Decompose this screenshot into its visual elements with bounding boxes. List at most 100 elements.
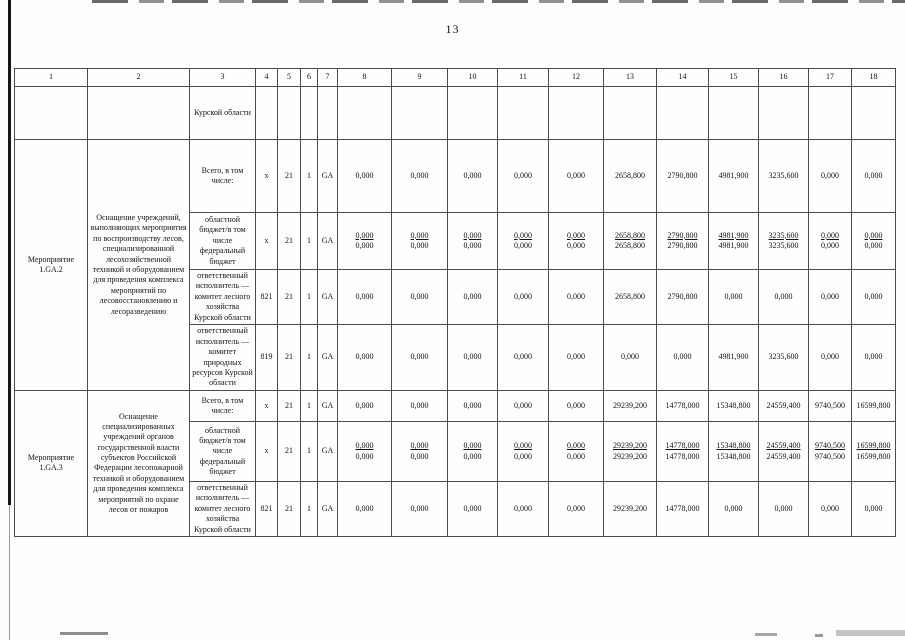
value-top: 9740,500 [815, 441, 845, 451]
measure-id: Мероприятие 1.GA.3 [14, 390, 88, 537]
value-cell-empty [708, 86, 759, 140]
code-cell: 821 [255, 269, 278, 325]
table-row: ответственный исполнитель — комитет лесн… [15, 269, 896, 325]
value-bottom: 9740,500 [815, 451, 845, 461]
flag-cell: 1 [300, 421, 318, 482]
year-cell: 21 [277, 324, 301, 391]
value-top: 0,000 [410, 230, 429, 240]
value-cell-double: 2790,800 2790,800 [656, 212, 709, 270]
value-cell-double: 0,000 0,000 [391, 421, 448, 482]
value-bottom: 0,000 [410, 451, 429, 461]
column-header: 6 [300, 68, 318, 87]
type-cell: GA [317, 481, 338, 537]
value-cell-double: 0,000 0,000 [447, 421, 498, 482]
year-cell: 21 [277, 390, 301, 422]
value-bottom: 16599,800 [856, 451, 891, 461]
table-row: Мероприятие 1.GA.3 Оснащение специализиро… [14, 390, 896, 537]
value-cell: 0,000 [337, 139, 392, 213]
value-cell-double: 16599,800 16599,800 [851, 421, 896, 482]
code-cell: x [255, 390, 278, 422]
value-bottom: 4981,900 [718, 241, 749, 250]
type-cell: GA [317, 421, 338, 482]
value-top: 15348,800 [716, 441, 751, 451]
value-cell-double: 14778,000 14778,000 [656, 421, 709, 482]
code-cell-empty [317, 86, 338, 140]
value-top: 0,000 [355, 230, 374, 240]
value-top: 0,000 [463, 230, 482, 240]
value-bottom: 0,000 [821, 241, 839, 250]
value-cell: 14778,000 [656, 481, 709, 537]
value-cell: 24559,400 [758, 390, 809, 422]
value-cell-empty [758, 86, 809, 140]
scan-artifact-bottom-mark [815, 634, 823, 637]
value-cell-double: 0,000 0,000 [391, 212, 448, 270]
code-cell-empty [300, 86, 318, 140]
value-bottom: 2790,800 [667, 241, 698, 250]
value-top: 4981,900 [718, 230, 749, 240]
scan-artifact-bottom-mark [836, 630, 905, 636]
code-cell: 821 [255, 481, 278, 537]
column-header: 18 [851, 68, 896, 87]
value-bottom: 0,000 [355, 241, 374, 250]
value-top: 2790,800 [667, 230, 698, 240]
value-cell: 0,000 [851, 324, 896, 391]
row-label: областной бюджет/в том числе федеральный… [189, 212, 256, 270]
value-cell: 0,000 [497, 390, 549, 422]
scan-artifact-top-edge [92, 0, 905, 3]
table-row: областной бюджет/в том числе федеральный… [15, 212, 896, 270]
carryover-region-label: Курской области [189, 86, 256, 140]
value-cell-empty [497, 86, 549, 140]
column-header: 14 [656, 68, 709, 87]
value-cell: 2658,800 [603, 139, 657, 213]
code-cell: x [255, 421, 278, 482]
value-cell: 4981,900 [708, 324, 759, 391]
value-cell: 2790,800 [656, 269, 709, 325]
value-cell: 0,000 [708, 481, 759, 537]
row-label: ответственный исполнитель — комитет прир… [189, 324, 256, 391]
value-cell-empty [808, 86, 852, 140]
value-cell: 0,000 [603, 324, 657, 391]
value-cell: 0,000 [447, 324, 498, 391]
value-cell: 0,000 [447, 269, 498, 325]
value-cell: 29239,200 [603, 390, 657, 422]
value-cell-empty [391, 86, 448, 140]
value-cell: 9740,500 [808, 390, 852, 422]
value-bottom: 0,000 [567, 241, 585, 250]
value-bottom: 0,000 [514, 451, 532, 461]
value-cell: 0,000 [337, 481, 392, 537]
value-cell: 0,000 [808, 269, 852, 325]
value-cell: 0,000 [497, 324, 549, 391]
year-cell: 21 [277, 421, 301, 482]
value-cell: 0,000 [708, 269, 759, 325]
value-cell: 0,000 [548, 269, 604, 325]
value-cell: 0,000 [548, 139, 604, 213]
value-top: 16599,800 [856, 441, 891, 451]
value-cell: 14778,000 [656, 390, 709, 422]
column-header: 11 [497, 68, 549, 87]
column-header: 12 [548, 68, 604, 87]
code-cell: x [255, 212, 278, 270]
value-cell-empty [656, 86, 709, 140]
value-cell-double: 3235,600 3235,600 [758, 212, 809, 270]
value-bottom: 3235,600 [768, 241, 799, 250]
column-header: 16 [758, 68, 809, 87]
value-top: 3235,600 [768, 230, 799, 240]
year-cell: 21 [277, 269, 301, 325]
scan-artifact-bottom-mark [60, 632, 108, 635]
measure-description: Оснащение специализированных учреждений … [87, 390, 190, 537]
flag-cell: 1 [300, 324, 318, 391]
value-bottom: 0,000 [410, 241, 429, 250]
table-header: 1 2 3 4 5 6 7 8 9 10 11 12 13 14 15 16 17 18 [14, 68, 896, 87]
value-cell-double: 0,000 0,000 [548, 421, 604, 482]
column-header: 5 [277, 68, 301, 87]
value-bottom: 24559,400 [766, 451, 801, 461]
value-cell-empty [548, 86, 604, 140]
value-bottom: 0,000 [864, 241, 883, 250]
value-top: 0,000 [355, 441, 374, 451]
value-cell: 0,000 [337, 390, 392, 422]
column-header: 2 [87, 68, 190, 87]
type-cell: GA [317, 212, 338, 270]
type-cell: GA [317, 139, 338, 213]
type-cell: GA [317, 324, 338, 391]
value-cell-double: 24559,400 24559,400 [758, 421, 809, 482]
